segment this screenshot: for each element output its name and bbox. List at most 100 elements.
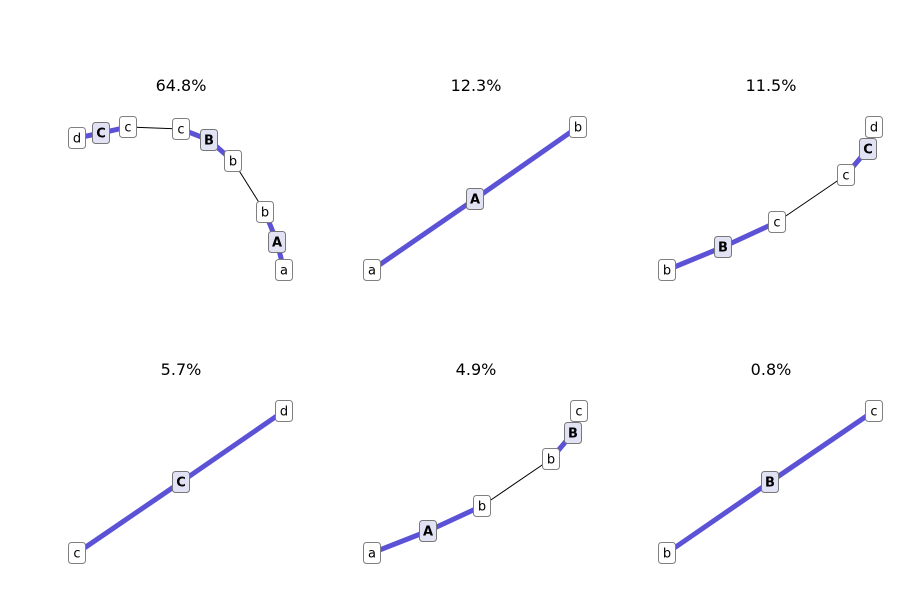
node-label: A bbox=[272, 236, 282, 251]
node-label: a bbox=[368, 264, 376, 279]
node-box bbox=[768, 211, 786, 233]
node-label: C bbox=[863, 143, 873, 158]
node-label: c bbox=[575, 405, 582, 420]
leaf-node: a bbox=[275, 259, 293, 281]
strong-edge bbox=[666, 244, 724, 273]
center-node: C bbox=[172, 471, 190, 493]
strong-edge bbox=[665, 479, 772, 556]
strong-edge bbox=[179, 408, 286, 485]
leaf-node: b bbox=[224, 150, 242, 172]
leaf-node: b bbox=[658, 259, 676, 281]
node-label: B bbox=[718, 241, 728, 256]
node-box bbox=[224, 150, 242, 172]
panel-title: 12.3% bbox=[451, 76, 502, 95]
panel-title: 11.5% bbox=[746, 76, 797, 95]
leaf-node: d bbox=[275, 400, 293, 422]
strong-edge bbox=[768, 408, 876, 485]
node-label: c bbox=[773, 216, 780, 231]
leaf-node: b bbox=[473, 495, 491, 517]
node-label: A bbox=[423, 525, 433, 540]
center-node: B bbox=[761, 471, 779, 493]
strong-edge bbox=[473, 124, 580, 202]
strong-edge bbox=[370, 196, 477, 273]
center-node: A bbox=[268, 231, 286, 253]
leaf-node: a bbox=[363, 259, 381, 281]
node-box bbox=[256, 201, 274, 223]
node-box bbox=[865, 116, 883, 138]
center-node: B bbox=[564, 422, 582, 444]
node-box bbox=[419, 520, 437, 542]
leaf-node: c bbox=[119, 116, 137, 138]
center-node: C bbox=[859, 138, 877, 160]
node-box bbox=[268, 231, 286, 253]
node-label: A bbox=[470, 193, 480, 208]
node-box bbox=[68, 542, 86, 564]
panel-2: 12.3% a Ab bbox=[363, 76, 587, 281]
leaf-node: c bbox=[768, 211, 786, 233]
node-label: a bbox=[368, 547, 376, 562]
node-label: b bbox=[663, 264, 671, 279]
leaf-node: d bbox=[68, 127, 86, 149]
node-box bbox=[275, 400, 293, 422]
node-box bbox=[275, 259, 293, 281]
leaf-node: c bbox=[865, 400, 883, 422]
node-label: d bbox=[73, 132, 81, 147]
node-label: d bbox=[870, 121, 878, 136]
leaf-node: a bbox=[363, 542, 381, 564]
node-box bbox=[363, 259, 381, 281]
node-label: c bbox=[177, 123, 184, 138]
leaf-node: b bbox=[256, 201, 274, 223]
node-box bbox=[761, 471, 779, 493]
node-label: B bbox=[568, 427, 578, 442]
node-label: c bbox=[124, 121, 131, 136]
node-box bbox=[570, 400, 588, 422]
node-label: b bbox=[229, 155, 237, 170]
node-box bbox=[569, 116, 587, 138]
weak-edge bbox=[776, 174, 847, 223]
panel-title: 5.7% bbox=[161, 360, 202, 379]
node-box bbox=[714, 236, 732, 258]
leaf-node: c bbox=[172, 118, 190, 140]
node-label: C bbox=[96, 127, 106, 142]
node-box bbox=[119, 116, 137, 138]
node-box bbox=[172, 471, 190, 493]
node-box bbox=[68, 127, 86, 149]
node-box bbox=[865, 400, 883, 422]
strong-edge bbox=[75, 479, 183, 556]
node-label: B bbox=[765, 476, 775, 491]
strong-edge bbox=[371, 528, 429, 556]
node-box bbox=[837, 164, 855, 186]
node-box bbox=[172, 118, 190, 140]
node-label: b bbox=[547, 453, 555, 468]
panel-title: 0.8% bbox=[751, 360, 792, 379]
node-box bbox=[564, 422, 582, 444]
weak-edge bbox=[481, 458, 552, 507]
panel-title: 4.9% bbox=[456, 360, 497, 379]
node-label: b bbox=[574, 121, 582, 136]
node-box bbox=[859, 138, 877, 160]
leaf-node: c bbox=[570, 400, 588, 422]
center-node: B bbox=[200, 129, 218, 151]
node-label: B bbox=[204, 134, 214, 149]
leaf-node: d bbox=[865, 116, 883, 138]
node-box bbox=[200, 129, 218, 151]
center-node: A bbox=[419, 520, 437, 542]
center-node: A bbox=[466, 188, 484, 210]
leaf-node: c bbox=[837, 164, 855, 186]
node-label: b bbox=[663, 547, 671, 562]
node-label: a bbox=[280, 264, 288, 279]
panel-6: 0.8% b Bc bbox=[658, 360, 883, 564]
node-box bbox=[658, 259, 676, 281]
node-label: C bbox=[176, 476, 186, 491]
panel-title: 64.8% bbox=[156, 76, 207, 95]
node-label: b bbox=[261, 206, 269, 221]
node-label: c bbox=[870, 405, 877, 420]
node-label: c bbox=[842, 169, 849, 184]
node-label: d bbox=[280, 405, 288, 420]
leaf-node: b bbox=[542, 448, 560, 470]
node-box bbox=[466, 188, 484, 210]
